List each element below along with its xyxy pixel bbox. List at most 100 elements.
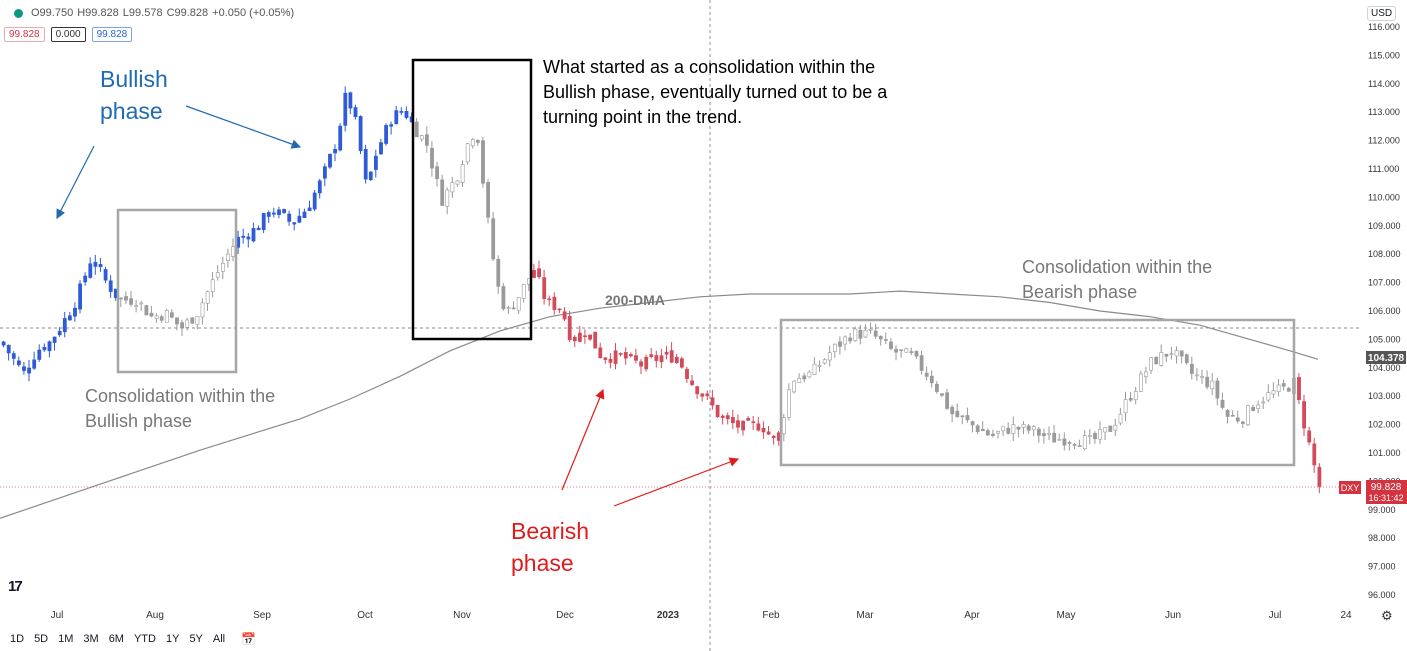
candle (1261, 396, 1266, 410)
timeframe-1m[interactable]: 1M (58, 633, 74, 645)
candle (537, 260, 542, 279)
candle (394, 105, 399, 125)
candle-body (430, 147, 434, 169)
timeframe-1d[interactable]: 1D (10, 633, 25, 645)
timeframe-all[interactable]: All (212, 633, 226, 645)
price-axis[interactable]: 116.000 115.000 114.000 113.000 112.000 111.0… (1362, 0, 1407, 627)
candle-body (1271, 390, 1276, 395)
consolidation-bearish-box (779, 318, 1296, 467)
consolidation-bearish-label: Consolidation within the Bearish phase (1022, 257, 1213, 302)
candle (16, 356, 21, 367)
settings-gear-icon[interactable]: ⚙ (1381, 608, 1393, 623)
candle (52, 336, 57, 351)
candle-body (22, 366, 26, 371)
candle-body (1113, 424, 1118, 431)
candle-body (577, 332, 582, 342)
candle (119, 297, 123, 307)
candle-body (1159, 352, 1164, 366)
candle (1103, 427, 1108, 440)
candle-body (1230, 415, 1235, 417)
candle-body (603, 357, 608, 360)
candle (277, 206, 281, 219)
candle (1082, 430, 1087, 451)
timeframe-1y[interactable]: 1Y (165, 633, 180, 645)
candle (1302, 394, 1307, 437)
candle (379, 138, 383, 155)
candle (552, 292, 557, 315)
candle (669, 342, 674, 364)
ask-price-box[interactable]: 99.828 (91, 27, 133, 42)
candle (149, 305, 154, 318)
candle-body (1047, 432, 1052, 435)
marker-price-label-bg (1366, 351, 1406, 364)
timeframe-5y[interactable]: 5Y (189, 633, 203, 645)
candle-body (399, 111, 404, 113)
y-tick-label: 106.000 (1368, 306, 1401, 316)
candle (317, 178, 322, 199)
price-axis-bg (1362, 0, 1407, 627)
high-value: H99.828 (77, 7, 119, 19)
date-range-calendar-icon[interactable]: 📅 (241, 632, 257, 646)
candle (1118, 407, 1123, 426)
x-tick-label: Sep (253, 610, 271, 621)
candle-body (940, 393, 944, 396)
consolidation-bullish-box (116, 208, 238, 374)
candle (343, 86, 348, 132)
candle (628, 352, 633, 358)
time-axis[interactable]: Jul Aug Sep Oct Nov Dec 2023 Feb Mar Apr May Jun Jul… (51, 610, 1352, 621)
candle (1037, 426, 1041, 443)
candle-body (756, 423, 761, 431)
timeframe-6m[interactable]: 6M (108, 633, 124, 645)
candle (1149, 357, 1154, 375)
candle (363, 144, 368, 184)
candle-body (996, 431, 1001, 434)
candle (1200, 369, 1205, 384)
candle-body (710, 397, 715, 406)
candle (1144, 366, 1148, 384)
candle-body (1251, 407, 1256, 412)
timeframe-3m[interactable]: 3M (83, 633, 99, 645)
currency-selector[interactable]: USD (1367, 6, 1397, 21)
y-tick-label: 109.000 (1368, 221, 1401, 231)
candles-layer (1, 86, 1322, 494)
x-tick-label: Apr (964, 610, 980, 621)
candle-body (73, 307, 77, 317)
candle-body (1164, 353, 1169, 357)
x-tick-label: Mar (856, 610, 874, 621)
candle-body (481, 140, 485, 184)
candle-body (853, 328, 858, 341)
candle-body (154, 315, 159, 319)
candle-body (384, 125, 389, 144)
candle-body (516, 297, 521, 311)
candle-body (690, 380, 695, 385)
candle (1042, 428, 1046, 444)
candle (817, 360, 822, 372)
timeframe-5d[interactable]: 5D (34, 633, 49, 645)
candle-body (985, 430, 990, 436)
candle-body (1312, 443, 1317, 466)
candle-body (899, 349, 904, 352)
candle-body (68, 315, 72, 321)
candle (282, 208, 287, 214)
candle-body (11, 353, 16, 359)
candle (170, 309, 174, 319)
candle-body (817, 365, 822, 367)
candle-body (394, 110, 399, 125)
symbol-tag: DXY (1341, 483, 1360, 493)
candle (440, 174, 445, 207)
timeframe-ytd[interactable]: YTD (133, 633, 156, 645)
candle-body (1026, 425, 1031, 431)
candle-body (787, 389, 791, 418)
candle (481, 136, 485, 188)
candle (6, 344, 11, 361)
candle-body (226, 253, 230, 261)
candle-body (1241, 421, 1245, 424)
tradingview-logo[interactable]: 17 (8, 578, 23, 595)
candle (226, 248, 230, 268)
bid-price-box[interactable]: 99.828 (4, 27, 45, 42)
candle-body (353, 107, 358, 118)
candle-body (200, 302, 205, 318)
candle-body (868, 328, 873, 331)
candle-body (1195, 374, 1199, 377)
